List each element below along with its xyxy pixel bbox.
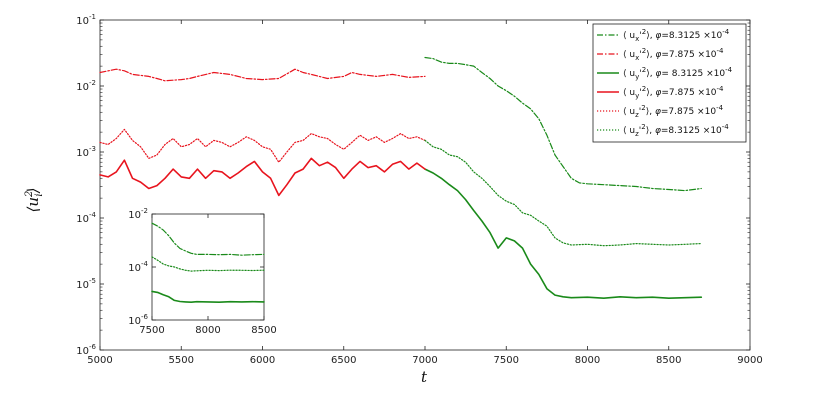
main-x-tick-label: 6000 bbox=[250, 355, 275, 366]
series-line-ux_phi7875 bbox=[99, 68, 426, 82]
x-axis-label: t bbox=[421, 368, 428, 386]
series-line-uy_phi83125 bbox=[424, 168, 703, 300]
series-line-uz_phi83125 bbox=[424, 139, 702, 247]
inset-x-tick-label: 8000 bbox=[195, 325, 220, 336]
main-y-tick-label: 10-1 bbox=[76, 13, 96, 27]
main-x-tick-label: 7000 bbox=[412, 355, 437, 366]
main-x-tick-label: 8000 bbox=[575, 355, 600, 366]
main-x-tick-label: 9000 bbox=[737, 355, 762, 366]
y-axis-label: ⟨u2i⟩ bbox=[24, 188, 45, 213]
main-y-tick-label: 10-2 bbox=[76, 79, 96, 93]
legend-label-ux_phi83125: ⟨ ux'2⟩, φ=8.3125 ×10-4 bbox=[623, 28, 730, 43]
series-line-uz_phi7875 bbox=[99, 128, 426, 163]
series-line-inset_uy bbox=[151, 290, 265, 304]
legend-label-uz_phi7875: ⟨ uz'2⟩, φ=7.875 ×10-4 bbox=[623, 104, 724, 119]
main-y-tick-label: 10-5 bbox=[76, 277, 96, 291]
main-x-tick-label: 6500 bbox=[331, 355, 356, 366]
legend: ⟨ ux'2⟩, φ=8.3125 ×10-4 ⟨ ux'2⟩, φ=7.875 … bbox=[592, 23, 747, 143]
main-x-tick-label: 8500 bbox=[656, 355, 681, 366]
inset-frame bbox=[151, 213, 265, 321]
legend-label-uy_phi7875: ⟨ uy'2⟩, φ=7.875 ×10-4 bbox=[623, 85, 724, 100]
main-y-tick-label: 10-3 bbox=[76, 145, 96, 159]
main-x-tick-label: 7500 bbox=[494, 355, 519, 366]
series-line-uy_phi7875 bbox=[99, 157, 426, 197]
legend-label-uy_phi83125: ⟨ uy'2⟩, φ= 8.3125 ×10-4 bbox=[623, 66, 733, 81]
series-line-ux_phi83125 bbox=[424, 56, 702, 192]
inset-x-tick-label: 8500 bbox=[251, 325, 276, 336]
main-x-tick-label: 5500 bbox=[169, 355, 194, 366]
series-line-inset_ux bbox=[151, 222, 265, 256]
series-line-inset_uz bbox=[151, 256, 265, 272]
main-x-tick-label: 5000 bbox=[87, 355, 112, 366]
inset-x-tick-label: 7500 bbox=[139, 325, 164, 336]
legend-label-ux_phi7875: ⟨ ux'2⟩, φ=7.875 ×10-4 bbox=[623, 47, 724, 62]
legend-label-uz_phi83125: ⟨ uz'2⟩, φ=8.3125 ×10-4 bbox=[623, 123, 729, 138]
main-y-tick-label: 10-4 bbox=[76, 211, 96, 225]
legend-frame bbox=[592, 23, 747, 143]
